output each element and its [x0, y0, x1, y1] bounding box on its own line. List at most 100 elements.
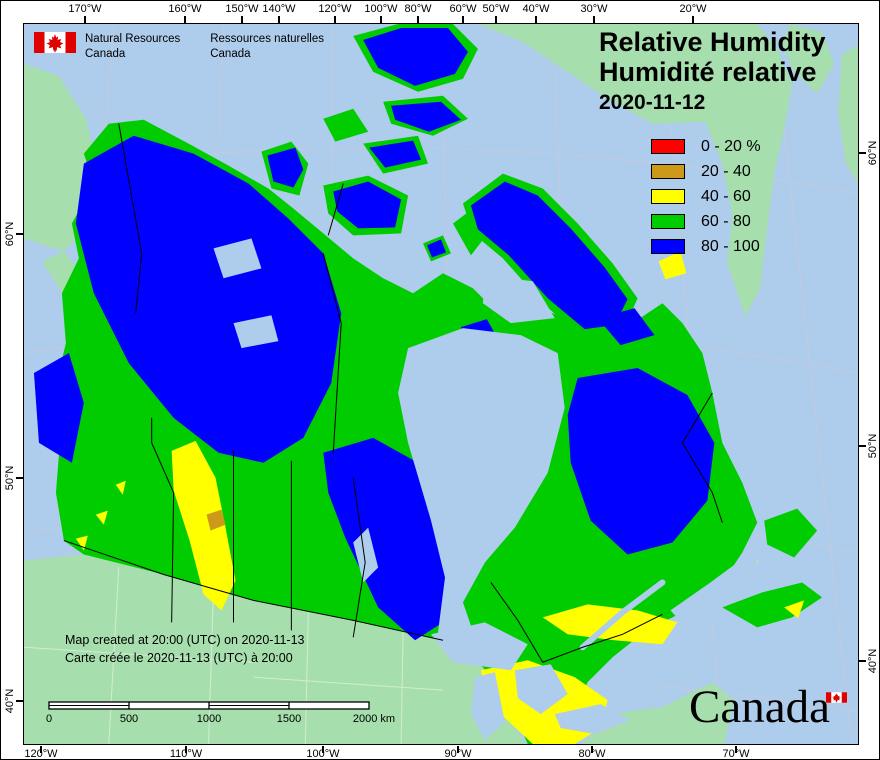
logo-text-en-2: Canada: [85, 48, 126, 60]
left-tick-mark: [16, 700, 23, 702]
top-tick-mark: [692, 16, 694, 23]
hudson-bay: [398, 328, 565, 661]
top-tick-mark: [334, 16, 336, 23]
lake-winnipeg: [353, 527, 379, 583]
longitude-label: 50°W: [482, 3, 510, 15]
scale-label: 500: [119, 713, 139, 725]
scale-bar-graphic: [48, 701, 370, 710]
legend-item: 0 - 20 %: [651, 134, 761, 159]
top-tick-mark: [184, 16, 186, 23]
longitude-label: 100°W: [306, 748, 340, 760]
canada-flag-icon: [34, 32, 76, 53]
water-bodies-layer: [213, 238, 775, 741]
title-date: 2020-11-12: [599, 91, 706, 114]
legend-swatch: [651, 239, 685, 254]
bottom-tick-mark: [591, 746, 593, 753]
wordmark-flag-icon: [826, 692, 847, 703]
top-tick-mark: [535, 16, 537, 23]
longitude-label: 160°W: [168, 3, 202, 15]
longitude-label: 120°W: [24, 748, 58, 760]
created-line-fr: Carte créée le 2020-11-13 (UTC) à 20:00: [65, 651, 293, 665]
foxe-basin: [482, 275, 555, 324]
province-borders: [63, 123, 723, 663]
top-tick-mark: [241, 16, 243, 23]
creation-notes: Map created at 20:00 (UTC) on 2020-11-13…: [65, 631, 304, 667]
legend-swatch: [651, 139, 685, 154]
title-en: Relative Humidity: [599, 27, 826, 57]
bottom-tick-mark: [40, 746, 42, 753]
usa: [24, 554, 735, 744]
latitude-label: 40°N: [867, 648, 879, 674]
logo-text-fr-2: Canada: [210, 48, 251, 60]
greenland-east-fringe: [838, 45, 858, 184]
longitude-label: 30°W: [580, 3, 608, 15]
longitude-label: 60°W: [449, 3, 477, 15]
latitude-label: 60°N: [4, 221, 16, 247]
top-tick-mark: [380, 16, 382, 23]
longitude-label: 120°W: [318, 3, 352, 15]
longitude-label: 110°W: [169, 748, 203, 760]
legend-item: 40 - 60: [651, 184, 761, 209]
logo-text-en-1: Natural Resources: [85, 33, 181, 45]
legend-label: 80 - 100: [701, 237, 760, 255]
natural-resources-logo: Natural Resources Canada Ressources natu…: [34, 32, 324, 62]
us-state-borders: [24, 567, 444, 744]
longitude-label: 140°W: [262, 3, 296, 15]
longitude-label: 90°W: [444, 748, 472, 760]
alberta-foothills-yellow: [171, 440, 236, 611]
scale-label: 1000: [196, 713, 222, 725]
lake-michigan: [470, 672, 505, 741]
atlantic-land-layer: [722, 508, 823, 628]
longitude-label: 80°W: [404, 3, 432, 15]
right-tick-mark: [859, 152, 866, 154]
longitude-label: 20°W: [679, 3, 707, 15]
legend-item: 60 - 80: [651, 209, 761, 234]
scale-end-label: 2000 km: [352, 713, 396, 725]
longitude-label: 70°W: [722, 748, 750, 760]
scale-label: 0: [45, 713, 53, 725]
top-tick-mark: [462, 16, 464, 23]
longitude-label: 170°W: [68, 3, 102, 15]
bottom-tick-mark: [457, 746, 459, 753]
logo-text-fr-1: Ressources naturelles: [210, 33, 325, 45]
humidity-legend: 0 - 20 % 20 - 40 40 - 60 60 - 80 80 - 100: [651, 134, 761, 259]
legend-label: 20 - 40: [701, 162, 751, 180]
greenland: [477, 24, 793, 317]
great-slave-lake: [233, 315, 279, 349]
top-tick-mark: [593, 16, 595, 23]
left-tick-mark: [16, 233, 23, 235]
left-tick-mark: [16, 477, 23, 479]
legend-swatch: [651, 189, 685, 204]
legend-item: 20 - 40: [651, 159, 761, 184]
top-tick-mark: [278, 16, 280, 23]
scale-label: 1500: [276, 713, 302, 725]
latitude-label: 60°N: [867, 140, 879, 166]
legend-label: 60 - 80: [701, 212, 751, 230]
legend-label: 0 - 20 %: [701, 137, 761, 155]
prince-patrick-island: [323, 108, 369, 142]
title-fr: Humidité relative: [599, 57, 817, 87]
longitude-label: 40°W: [522, 3, 550, 15]
top-tick-mark: [417, 16, 419, 23]
newfoundland: [764, 508, 818, 558]
right-tick-mark: [859, 660, 866, 662]
longitude-label: 150°W: [225, 3, 259, 15]
wordmark-text: Canada: [689, 681, 830, 733]
canada-humidity-map: [24, 24, 858, 744]
humidity-80-100-layer: [33, 27, 715, 641]
right-tick-mark: [859, 445, 866, 447]
longitude-label: 100°W: [364, 3, 398, 15]
st-lawrence-river: [579, 579, 666, 651]
legend-swatch: [651, 214, 685, 229]
gulf-of-st-lawrence: [670, 557, 775, 633]
top-tick-mark: [495, 16, 497, 23]
bottom-tick-mark: [322, 746, 324, 753]
legend-item: 80 - 100: [651, 234, 761, 259]
scale-bar: 0 500 1000 1500 2000 km: [45, 701, 395, 727]
legend-swatch: [651, 164, 685, 179]
greenland-island: [782, 24, 835, 94]
created-line-en: Map created at 20:00 (UTC) on 2020-11-13: [65, 633, 305, 647]
legend-label: 40 - 60: [701, 187, 751, 205]
latitude-label: 40°N: [4, 688, 16, 714]
lake-ontario: [600, 670, 665, 699]
